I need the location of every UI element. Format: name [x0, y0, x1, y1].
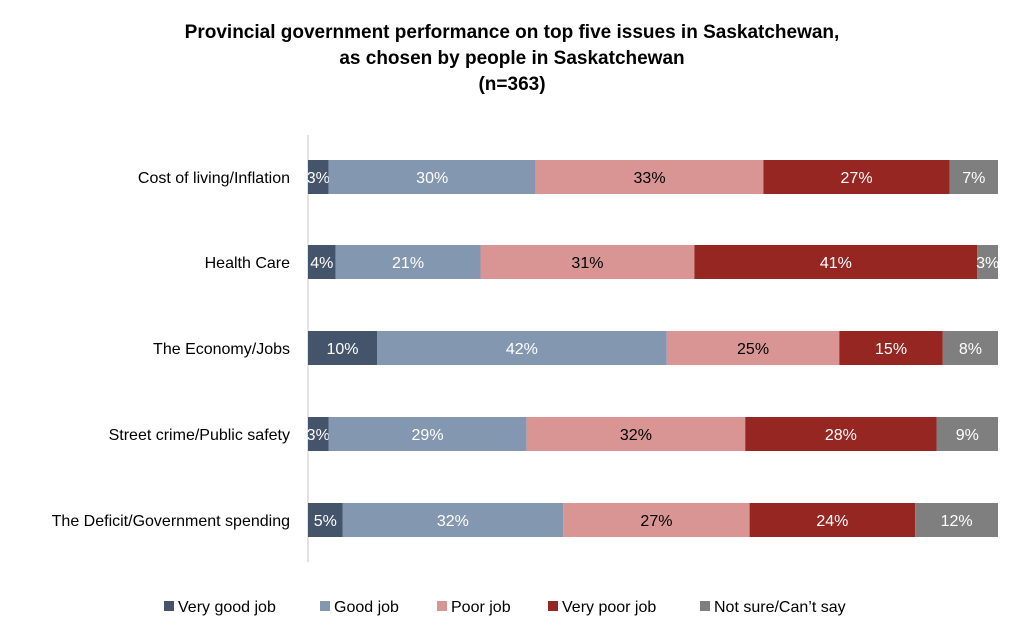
legend-swatch [700, 601, 710, 611]
bar-segment [377, 331, 667, 365]
bar-segment [839, 331, 943, 365]
data-label: 25% [737, 341, 769, 358]
data-label: 7% [962, 170, 985, 187]
bar-segment [977, 245, 998, 279]
bar-segment [480, 245, 695, 279]
data-label: 28% [825, 427, 857, 444]
data-label: 27% [841, 170, 873, 187]
bar-segment [936, 417, 998, 451]
legend-swatch [548, 601, 558, 611]
category-label: The Deficit/Government spending [52, 513, 290, 530]
bar-segment [328, 160, 536, 194]
data-label: 8% [959, 341, 982, 358]
legend-label: Good job [334, 599, 399, 616]
data-label: 32% [620, 427, 652, 444]
data-label: 5% [314, 513, 337, 530]
bar-segment [328, 417, 527, 451]
bar-segment [949, 160, 998, 194]
bar-segment [526, 417, 746, 451]
category-label: Street crime/Public safety [109, 427, 290, 444]
bar-segment [308, 245, 336, 279]
bar-segment [308, 160, 329, 194]
legend-swatch [437, 601, 447, 611]
bar-segment [745, 417, 937, 451]
legend-label: Not sure/Can’t say [714, 599, 846, 616]
bar-segment [915, 503, 998, 537]
data-label: 3% [976, 255, 999, 272]
data-label: 3% [307, 170, 330, 187]
data-label: 30% [416, 170, 448, 187]
bar-segment [666, 331, 840, 365]
data-label: 24% [816, 513, 848, 530]
category-label: Cost of living/Inflation [138, 170, 290, 187]
chart-title-line-3: (n=363) [478, 74, 546, 95]
data-label: 27% [640, 513, 672, 530]
bar-segment [694, 245, 978, 279]
data-label: 31% [571, 255, 603, 272]
bar-segment [763, 160, 950, 194]
chart-title-line-1: Provincial government performance on top… [184, 22, 840, 43]
bar-segment [563, 503, 750, 537]
category-label: Health Care [205, 255, 290, 272]
data-label: 21% [392, 255, 424, 272]
bar-segment [535, 160, 764, 194]
data-label: 29% [412, 427, 444, 444]
bar-segment [942, 331, 998, 365]
data-label: 32% [437, 513, 469, 530]
category-label: The Economy/Jobs [153, 341, 290, 358]
data-label: 10% [326, 341, 358, 358]
bar-segment [308, 331, 377, 365]
legend-swatch [164, 601, 174, 611]
bar-segment [308, 417, 329, 451]
legend-label: Poor job [451, 599, 511, 616]
data-label: 33% [634, 170, 666, 187]
chart-title: Provincial government performance on top… [0, 20, 1024, 98]
data-label: 4% [310, 255, 333, 272]
data-label: 41% [820, 255, 852, 272]
bar-segment [749, 503, 916, 537]
data-label: 15% [875, 341, 907, 358]
legend-label: Very poor job [562, 599, 656, 616]
legend-label: Very good job [178, 599, 276, 616]
bar-segment [308, 503, 343, 537]
data-label: 9% [956, 427, 979, 444]
data-label: 42% [506, 341, 538, 358]
legend-swatch [320, 601, 330, 611]
bar-segment [335, 245, 481, 279]
data-label: 3% [307, 427, 330, 444]
chart-title-line-2: as chosen by people in Saskatchewan [339, 48, 685, 69]
data-label: 12% [941, 513, 973, 530]
bar-segment [342, 503, 564, 537]
